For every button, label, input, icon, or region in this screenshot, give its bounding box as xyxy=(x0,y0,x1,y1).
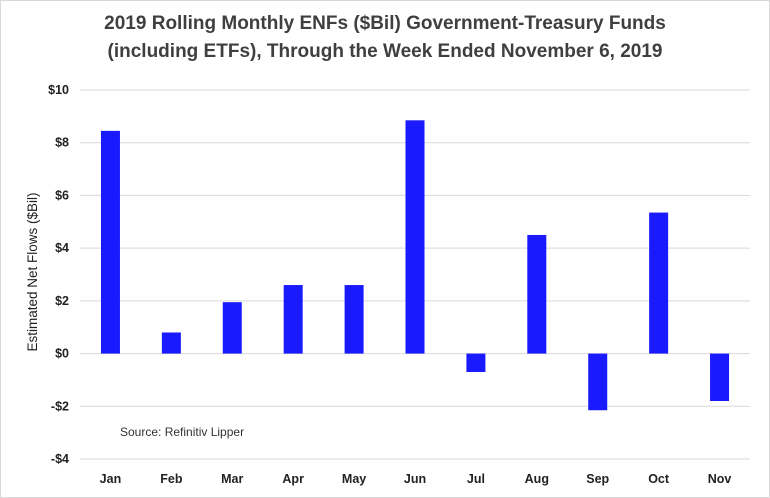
bar-nov xyxy=(710,353,730,402)
x-tick-label: Apr xyxy=(282,472,304,486)
bar-jun xyxy=(405,120,425,354)
y-tick-labels: $10 $8 $6 $4 $2 $0 -$2 -$4 xyxy=(48,83,69,466)
y-tick-label: -$4 xyxy=(51,452,69,466)
bar-aug xyxy=(527,234,547,354)
source-annotation: Source: Refinitiv Lipper xyxy=(120,425,244,439)
x-tick-label: Mar xyxy=(221,472,243,486)
chart-title-line-1: 2019 Rolling Monthly ENFs ($Bil) Governm… xyxy=(104,13,666,34)
y-tick-label: $10 xyxy=(48,83,69,97)
y-tick-label: $4 xyxy=(55,241,69,255)
y-tick-label: $6 xyxy=(55,188,69,202)
bar-mar xyxy=(222,302,242,354)
y-axis-label: Estimated Net Flows ($Bil) xyxy=(25,192,40,351)
bar-jul xyxy=(466,353,486,373)
bar-oct xyxy=(649,212,669,354)
bar-apr xyxy=(283,285,303,354)
x-tick-labels: Jan Feb Mar Apr May Jun Jul Aug Sep Oct Nov xyxy=(100,472,732,486)
bar-may xyxy=(344,285,364,354)
y-tick-label: $2 xyxy=(55,294,69,308)
y-tick-label: $8 xyxy=(55,136,69,150)
x-tick-label: Jun xyxy=(404,472,426,486)
y-tick-label: $0 xyxy=(55,347,69,361)
chart-title-line-2: (including ETFs), Through the Week Ended… xyxy=(107,41,663,62)
bar-jan xyxy=(100,130,120,354)
bar-sep xyxy=(588,353,608,411)
chart-title: 2019 Rolling Monthly ENFs ($Bil) Governm… xyxy=(0,10,770,66)
bar-feb xyxy=(161,332,181,354)
x-tick-label: Oct xyxy=(648,472,670,486)
x-tick-label: May xyxy=(342,472,366,486)
x-tick-label: Jul xyxy=(467,472,485,486)
x-tick-label: Sep xyxy=(586,472,609,486)
x-tick-label: Nov xyxy=(708,472,732,486)
x-tick-label: Jan xyxy=(100,472,122,486)
bars xyxy=(100,120,730,411)
x-tick-label: Feb xyxy=(160,472,183,486)
y-tick-label: -$2 xyxy=(51,399,69,413)
x-tick-label: Aug xyxy=(525,472,549,486)
